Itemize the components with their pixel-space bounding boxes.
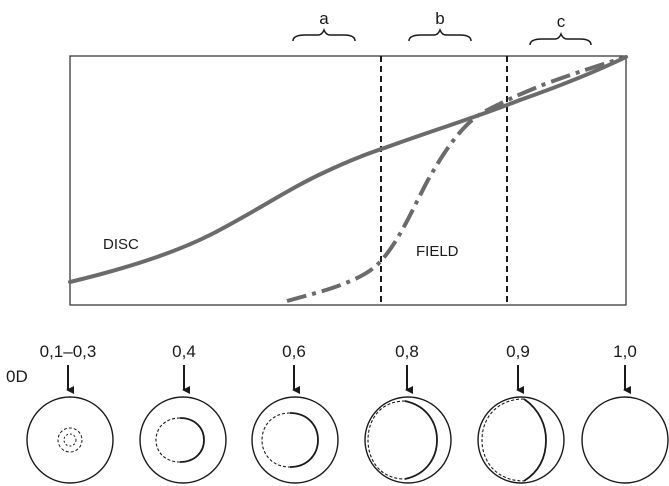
- od-axis-label: 0D: [6, 367, 28, 386]
- field-curve: [286, 55, 627, 303]
- disc-6: [581, 396, 669, 484]
- od-value-2: 0,4: [172, 342, 196, 361]
- disc-2-cup-dashed: [155, 417, 181, 463]
- disc-2-outline: [139, 396, 227, 484]
- od-value-1: 0,1–0,3: [40, 342, 97, 361]
- disc-2-cup-solid: [179, 417, 205, 463]
- od-values: 0,1–0,3 0,4 0,6 0,8 0,9 1,0: [40, 342, 637, 394]
- region-label-c: c: [557, 12, 566, 31]
- disc-5-cup-solid: [523, 398, 547, 482]
- disc-1-inner-dashed: [57, 427, 83, 453]
- disc-4-outline: [364, 396, 452, 484]
- disc-5-cup-dashed: [481, 398, 525, 482]
- disc-2: [139, 396, 227, 484]
- disc-5: [477, 396, 565, 484]
- region-label-b: b: [435, 9, 444, 28]
- disc-6-outline: [581, 396, 669, 484]
- od-value-5: 0,9: [506, 342, 530, 361]
- disc-3-outline: [251, 396, 339, 484]
- region-label-a: a: [319, 9, 329, 28]
- disc-illustrations: [26, 396, 669, 484]
- disc-3-cup-solid: [289, 412, 319, 468]
- od-value-6: 1,0: [613, 342, 637, 361]
- disc-curve: [68, 55, 628, 284]
- disc-1-core-dashed: [63, 433, 77, 447]
- region-braces: a b c: [292, 9, 592, 46]
- brace-c: [529, 31, 592, 46]
- disc-4: [364, 396, 452, 484]
- disc-3: [251, 396, 339, 484]
- disc-1: [26, 396, 114, 484]
- disc-3-cup-dashed: [261, 412, 291, 468]
- disc-5-outline: [477, 396, 565, 484]
- od-value-3: 0,6: [282, 342, 306, 361]
- disc-1-outline: [26, 396, 114, 484]
- brace-a: [292, 27, 356, 42]
- disc-4-cup-solid: [404, 400, 438, 480]
- brace-b: [408, 27, 472, 42]
- plot-frame: [69, 55, 627, 306]
- od-value-4: 0,8: [395, 342, 419, 361]
- field-label: FIELD: [416, 243, 459, 260]
- disc-4-cup-dashed: [367, 400, 406, 480]
- disc-label: DISC: [103, 236, 139, 253]
